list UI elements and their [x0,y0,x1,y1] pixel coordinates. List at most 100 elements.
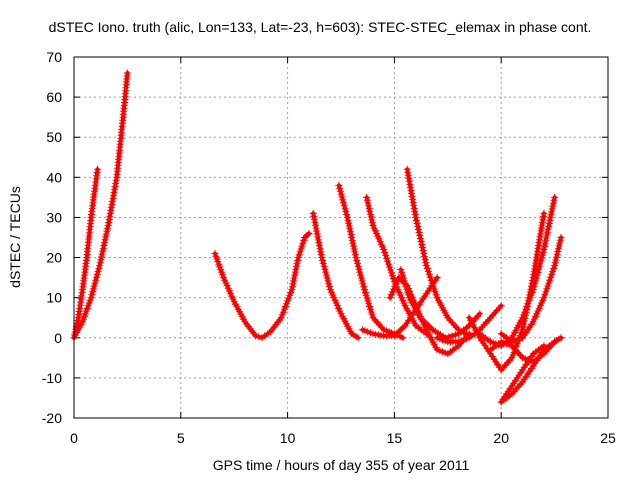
data-point-marker [550,196,558,204]
y-tick-label: -10 [42,370,62,386]
y-tick-label: 50 [46,129,62,145]
data-point-marker [541,243,548,251]
data-point-marker [426,273,434,281]
data-point-marker [321,265,329,273]
data-point-marker [385,260,393,268]
data-point-marker [386,263,393,271]
data-point-marker [550,265,558,272]
data-point-marker [536,260,544,268]
data-point-marker [432,291,440,299]
data-point-marker [99,247,107,255]
data-point-marker [316,242,323,250]
series-arc-14 [497,234,565,346]
data-point-marker [291,271,299,279]
data-point-marker [399,334,407,342]
data-point-marker [318,254,326,262]
data-point-marker [335,181,343,189]
data-point-marker [421,256,429,264]
data-point-marker [310,212,318,220]
data-point-marker [433,274,441,282]
data-point-marker [425,270,433,278]
x-tick-label: 5 [177,430,185,446]
data-point-marker [451,331,459,339]
data-point-marker [414,223,422,230]
data-point-marker [403,285,411,293]
data-point-marker [548,270,556,278]
data-point-marker [324,277,332,285]
data-point-marker [423,265,431,272]
data-point-marker [322,268,330,276]
data-point-marker [287,289,295,296]
data-point-marker [405,174,413,182]
data-point-marker [394,277,401,284]
data-point-marker [412,213,420,221]
data-series [70,69,565,406]
data-point-marker [541,240,549,248]
data-point-marker [105,215,113,223]
data-point-marker [290,274,298,282]
x-tick-label: 10 [280,430,296,446]
data-point-marker [357,274,365,282]
data-point-marker [323,274,331,282]
data-point-marker [557,234,565,241]
data-point-marker [338,193,346,201]
data-point-marker [384,257,392,265]
data-point-marker [322,271,330,279]
data-point-marker [355,265,363,273]
data-point-marker [381,249,389,256]
data-point-marker [420,250,428,257]
data-point-marker [252,332,260,340]
data-point-marker [319,257,327,264]
data-point-marker [354,334,362,342]
data-point-marker [348,234,356,241]
data-point-marker [319,259,327,267]
data-point-marker [95,265,103,272]
data-point-marker [96,259,104,267]
data-point-marker [351,251,359,259]
plot-frame [73,56,609,419]
x-tick-labels: 0 5 10 15 20 25 [70,430,616,446]
data-point-marker [545,220,553,227]
data-point-marker [110,188,118,196]
data-point-marker [416,235,424,242]
y-tick-label: 10 [46,290,62,306]
data-point-marker [90,282,98,290]
x-tick-label: 20 [493,430,509,446]
data-point-marker [383,254,391,262]
y-tick-label: 70 [46,49,62,65]
data-point-marker [415,229,423,236]
data-point-marker [94,267,102,275]
data-point-marker [406,183,414,191]
data-point-marker [255,333,263,341]
data-point-marker [89,288,97,296]
data-point-marker [382,251,390,259]
data-point-marker [88,291,96,299]
y-tick-label: 20 [46,250,62,266]
data-point-marker [418,241,426,248]
data-point-marker [540,342,548,350]
data-point-marker [293,262,300,270]
data-point-marker [419,247,427,254]
data-point-marker [557,334,565,342]
x-tick-label: 15 [387,430,403,446]
data-point-marker [336,187,344,195]
data-point-marker [528,289,536,296]
data-point-marker [340,202,348,210]
data-point-marker [547,273,555,281]
data-point-marker [390,285,398,293]
data-point-marker [311,218,319,226]
data-point-marker [320,262,328,270]
data-point-marker [549,199,557,207]
series-arc-17 [487,334,565,366]
y-tick-label: 40 [46,169,62,185]
data-point-marker [96,262,104,270]
data-point-marker [343,211,351,218]
grid [74,57,608,418]
data-point-marker [388,269,395,277]
data-point-marker [389,272,396,280]
data-point-marker [346,225,354,233]
y-tick-label: 60 [46,89,62,105]
data-point-marker [350,242,357,250]
data-point-marker [448,332,456,340]
data-point-marker [545,279,553,287]
